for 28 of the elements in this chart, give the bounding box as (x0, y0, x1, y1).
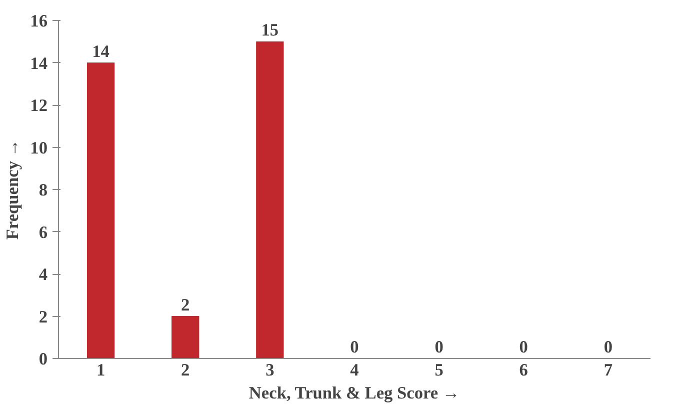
y-tick-label: 4 (38, 265, 48, 284)
bar (86, 62, 115, 358)
x-tick-label: 2 (181, 360, 190, 380)
y-tick-label: 8 (38, 180, 48, 200)
x-tick-label: 5 (434, 360, 444, 380)
y-tick-label: 0 (38, 350, 48, 368)
x-tick-label: 3 (266, 360, 275, 380)
y-tick-label: 14 (30, 54, 48, 73)
data-label: 0 (604, 338, 613, 356)
data-label: 0 (350, 338, 359, 356)
bar (256, 41, 284, 358)
y-tick-label: 10 (30, 138, 48, 158)
x-tick-label: 4 (350, 360, 360, 380)
data-label: 0 (434, 338, 444, 356)
y-tick-label: 2 (38, 307, 48, 326)
data-label: 2 (181, 295, 190, 314)
bar (172, 316, 200, 358)
x-tick-label: 7 (604, 360, 613, 380)
x-axis-title: Neck, Trunk & Leg Score → (248, 384, 460, 402)
x-tick-label: 1 (96, 360, 106, 380)
x-tick-label: 6 (519, 360, 528, 380)
data-label: 14 (92, 42, 110, 61)
data-label: 0 (519, 338, 528, 356)
y-tick-label: 16 (30, 12, 48, 30)
data-label: 15 (261, 20, 279, 40)
y-tick-label: 12 (30, 96, 48, 115)
y-axis-title: Frequency → (3, 139, 22, 240)
y-tick-label: 6 (38, 222, 48, 242)
